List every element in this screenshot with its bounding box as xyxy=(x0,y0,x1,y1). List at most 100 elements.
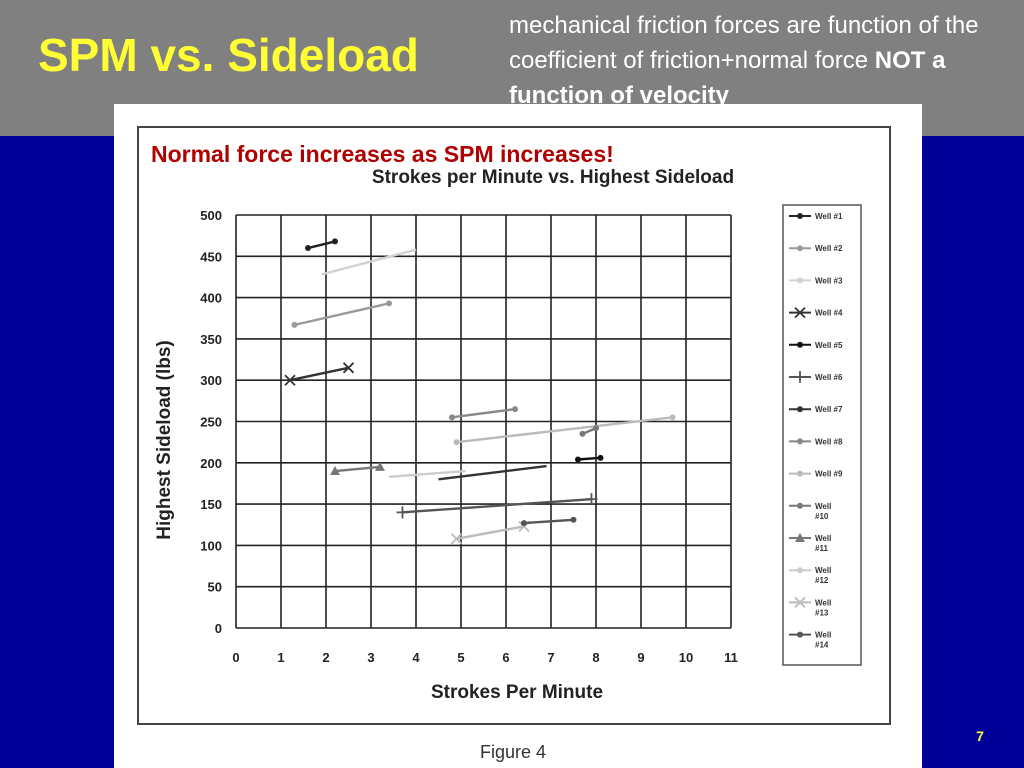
data-point xyxy=(291,321,298,328)
series-line xyxy=(577,456,601,461)
legend-label: #10 xyxy=(815,512,829,521)
x-axis-label: Strokes Per Minute xyxy=(431,682,603,703)
legend-entry-4: Well #4 xyxy=(789,306,843,319)
legend-label: #12 xyxy=(815,576,829,585)
legend-label: Well xyxy=(815,598,831,607)
data-point xyxy=(386,300,392,307)
grid: 0 1 2 3 4 5 6 7 8 9 10 11 0 50 100 150 200 250 300 350 400 45… xyxy=(200,208,738,665)
legend-marker xyxy=(794,371,806,383)
legend-entry-1: Well #1 xyxy=(789,212,843,221)
x-tick-label: 0 xyxy=(232,650,239,665)
series-9 xyxy=(453,414,676,446)
legend-entry-10: Well#10 xyxy=(789,502,831,521)
data-point xyxy=(669,414,676,421)
data-point xyxy=(579,430,586,437)
legend-marker xyxy=(797,277,803,284)
legend-marker xyxy=(797,470,803,477)
legend-label: Well #9 xyxy=(815,470,843,479)
series-line xyxy=(307,240,336,250)
chart-caption: Normal force increases as SPM increases! xyxy=(151,141,614,167)
data-point xyxy=(521,520,527,527)
legend-marker xyxy=(794,596,806,609)
series-line xyxy=(456,416,673,444)
legend-label: Well #5 xyxy=(815,341,843,350)
series-1 xyxy=(305,238,338,252)
series-11 xyxy=(330,461,385,476)
data-point xyxy=(330,466,340,476)
legend-box xyxy=(782,204,862,666)
data-point xyxy=(593,425,599,432)
legend-entry-6: Well #6 xyxy=(789,371,843,383)
legend-label: Well #8 xyxy=(815,437,843,446)
series-line xyxy=(334,465,381,473)
legend-label: #11 xyxy=(815,544,828,553)
x-tick-label: 6 xyxy=(502,650,509,665)
series-4 xyxy=(284,362,355,386)
series-line xyxy=(438,464,547,481)
x-tick-label: 7 xyxy=(547,650,554,665)
legend-label: #13 xyxy=(815,608,829,617)
legend-marker xyxy=(797,213,803,219)
legend-entry-5: Well #5 xyxy=(789,341,843,350)
x-tick-label: 2 xyxy=(322,650,329,665)
data-point xyxy=(375,461,385,471)
legend-marker xyxy=(797,567,803,574)
x-tick-label: 10 xyxy=(679,650,693,665)
y-tick-label: 150 xyxy=(200,497,222,512)
data-point xyxy=(450,533,463,545)
page-number: 7 xyxy=(976,728,984,744)
data-point xyxy=(512,406,518,413)
legend: Well #1 Well #2 Well #3 Well #4 Well #5 Well … xyxy=(782,204,862,666)
y-axis-label: Highest Sideload (lbs) xyxy=(154,340,175,540)
legend-label: Well #2 xyxy=(815,244,843,253)
data-point xyxy=(284,374,296,386)
legend-marker xyxy=(794,306,806,319)
legend-entry-2: Well #2 xyxy=(789,244,843,253)
chart-frame xyxy=(137,126,891,725)
legend-entry-9: Well #9 xyxy=(789,470,843,479)
data-point xyxy=(453,439,460,446)
data-point xyxy=(449,414,455,421)
series-line xyxy=(289,366,349,382)
series-line xyxy=(321,248,417,276)
series-layer xyxy=(284,238,676,545)
series-12 xyxy=(388,469,466,479)
series-2 xyxy=(291,300,392,328)
series-10 xyxy=(579,425,599,437)
y-tick-label: 200 xyxy=(200,456,222,471)
x-tick-label: 9 xyxy=(637,650,644,665)
friction-note-emphasis: NOT a function of velocity xyxy=(509,47,946,109)
legend-marker xyxy=(797,631,803,638)
y-tick-label: 300 xyxy=(200,373,222,388)
legend-marker xyxy=(797,438,803,445)
series-5 xyxy=(575,454,604,463)
y-tick-label: 400 xyxy=(200,291,222,306)
y-tick-label: 500 xyxy=(200,208,222,223)
data-point xyxy=(305,245,311,252)
data-point xyxy=(332,238,338,245)
friction-note-text: mechanical friction forces are function … xyxy=(509,12,979,74)
legend-label: Well #1 xyxy=(815,212,843,221)
legend-label: Well xyxy=(815,566,831,575)
legend-label: Well #7 xyxy=(815,405,843,414)
friction-note: mechanical friction forces are function … xyxy=(509,8,1009,113)
legend-entry-14: Well#14 xyxy=(789,631,831,650)
y-tick-label: 250 xyxy=(200,415,222,430)
series-line xyxy=(402,497,592,514)
series-line xyxy=(388,469,466,479)
data-point xyxy=(575,456,581,463)
slide-title: SPM vs. Sideload xyxy=(38,29,419,81)
legend-marker xyxy=(797,245,803,252)
legend-marker xyxy=(795,533,805,542)
series-line xyxy=(523,518,574,525)
y-tick-label: 350 xyxy=(200,332,222,347)
legend-label: Well #4 xyxy=(815,309,843,318)
series-line xyxy=(451,407,516,419)
x-tick-label: 11 xyxy=(724,650,738,665)
series-7 xyxy=(438,464,547,481)
series-8 xyxy=(449,406,518,421)
legend-label: Well #3 xyxy=(815,276,843,285)
data-point xyxy=(585,493,598,506)
legend-marker xyxy=(797,341,803,348)
